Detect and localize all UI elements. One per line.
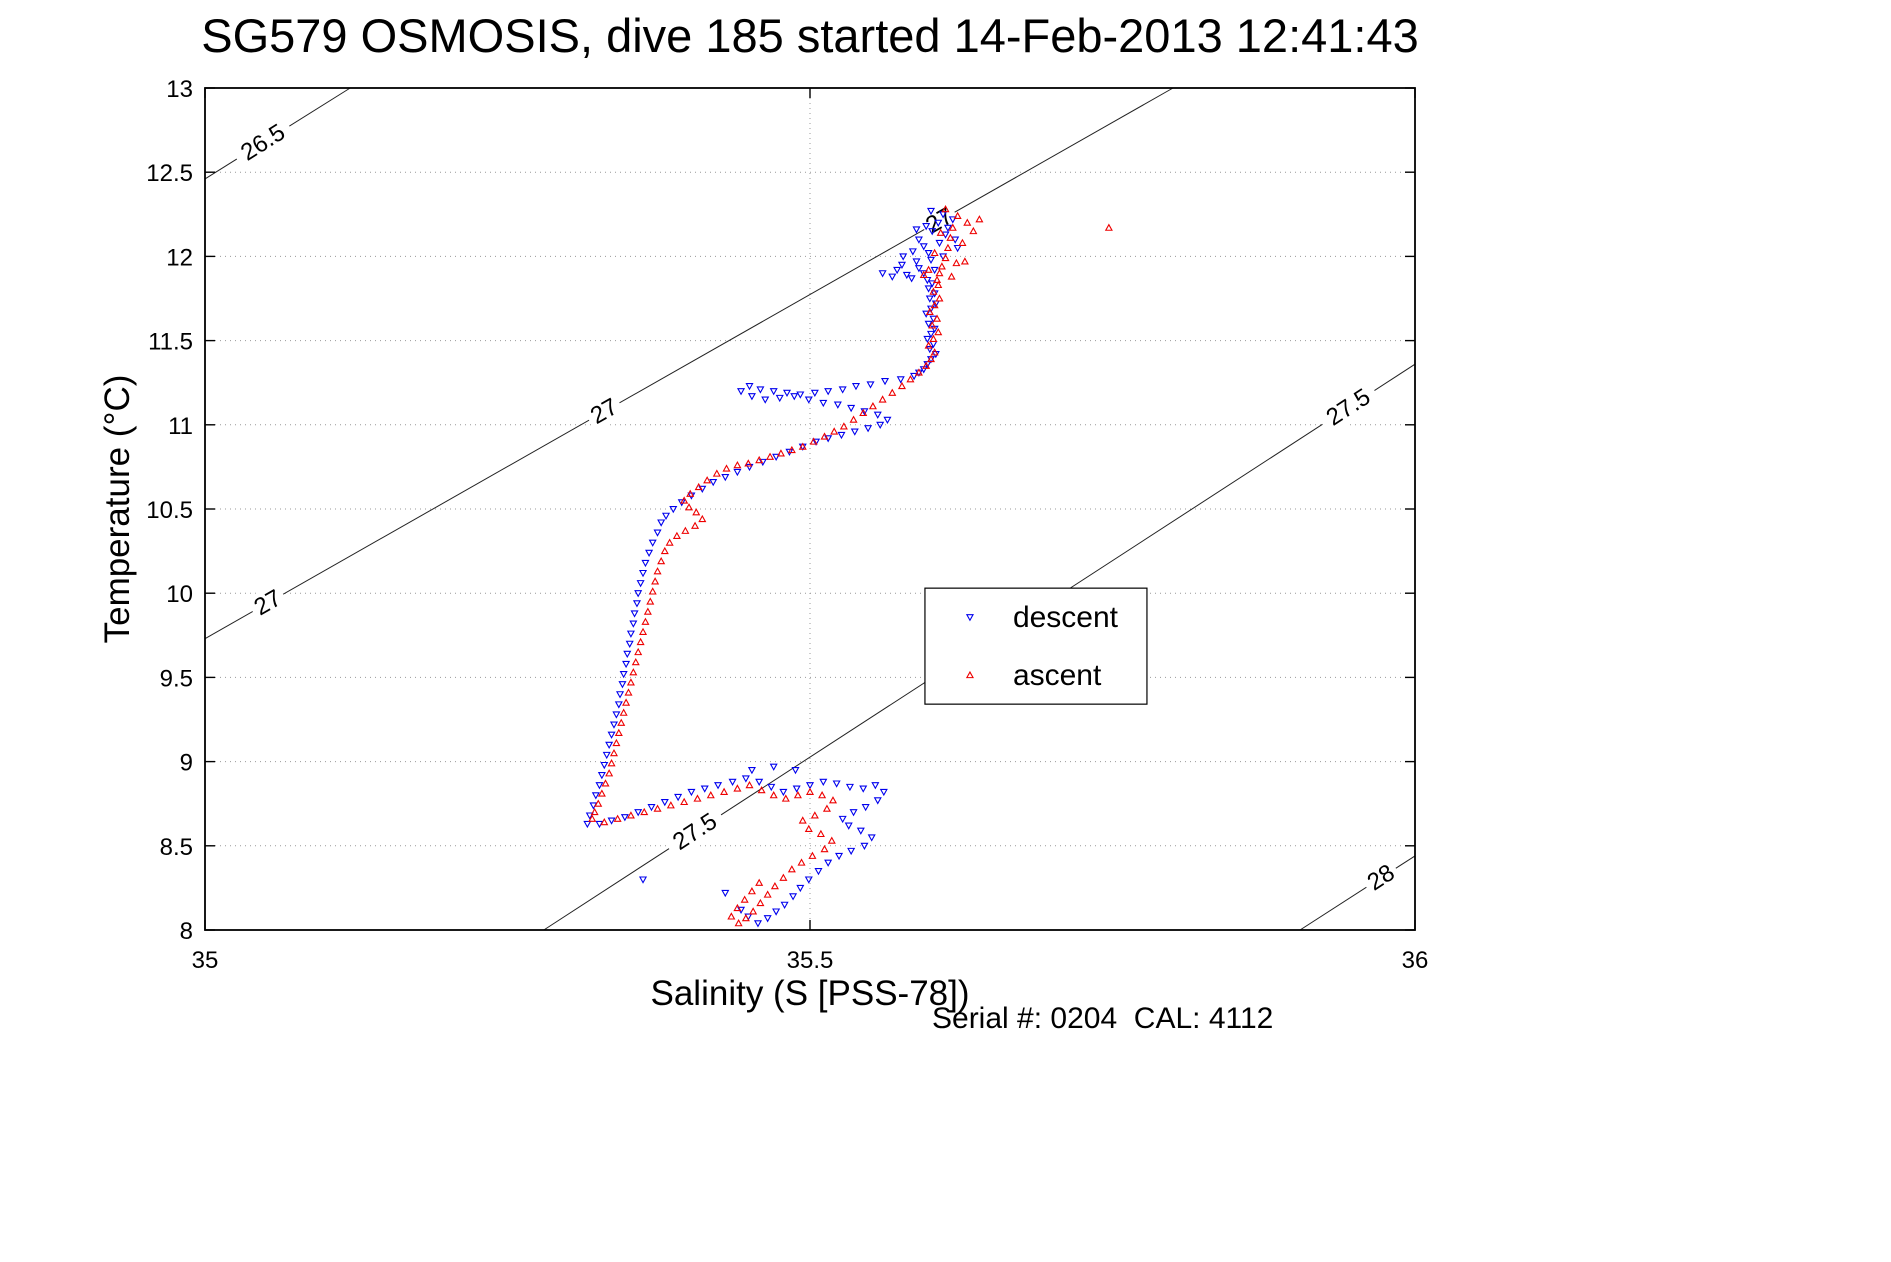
legend-label-ascent: ascent xyxy=(1013,659,1102,692)
chart-title: SG579 OSMOSIS, dive 185 started 14-Feb-2… xyxy=(201,9,1419,62)
y-tick-label: 9.5 xyxy=(160,665,193,692)
legend-marker-descent xyxy=(965,614,974,622)
contour-label-27.5: 27.5 xyxy=(661,803,729,861)
contour-label-27: 27 xyxy=(245,582,291,624)
x-tick-label: 35.5 xyxy=(787,947,834,974)
y-tick-label: 12.5 xyxy=(146,160,193,187)
isopycnal-line-27 xyxy=(204,87,1174,640)
y-tick-label: 11 xyxy=(168,413,193,440)
contour-label-27.5: 27.5 xyxy=(1314,378,1383,437)
y-tick-label: 9 xyxy=(180,750,193,777)
y-tick-label: 11.5 xyxy=(148,329,193,356)
contour-label-26.5: 26.5 xyxy=(229,114,297,171)
axis-ticks: 35 35.5 36 8 8.5 9 9.5 10 10.5 11 11.5 12 12.5 13 xyxy=(146,76,1428,974)
y-tick-label: 13 xyxy=(166,76,193,103)
x-tick-label: 36 xyxy=(1402,947,1429,974)
x-tick-label: 35 xyxy=(192,947,219,974)
legend-box xyxy=(924,587,1148,705)
grid-lines xyxy=(205,88,1415,930)
y-tick-label: 10.5 xyxy=(146,497,193,524)
y-tick-label: 10 xyxy=(166,581,193,608)
serial-cal-annotation: Serial #: 0204 CAL: 4112 xyxy=(932,1002,1274,1035)
y-tick-label: 12 xyxy=(166,244,193,271)
contour-label-28: 28 xyxy=(1358,856,1404,899)
y-tick-label: 8.5 xyxy=(160,834,193,861)
contour-label-27: 27 xyxy=(582,390,627,433)
legend-label-descent: descent xyxy=(1013,601,1119,634)
svg-text:28: 28 xyxy=(1363,859,1400,896)
y-tick-label: 8 xyxy=(180,918,193,945)
legend-marker-ascent xyxy=(965,670,974,679)
series-ascent xyxy=(588,205,1113,927)
x-axis-label: Salinity (S [PSS-78]) xyxy=(650,974,970,1013)
legend: descent ascent xyxy=(924,587,1148,705)
isopycnal-line-28 xyxy=(1299,855,1416,931)
